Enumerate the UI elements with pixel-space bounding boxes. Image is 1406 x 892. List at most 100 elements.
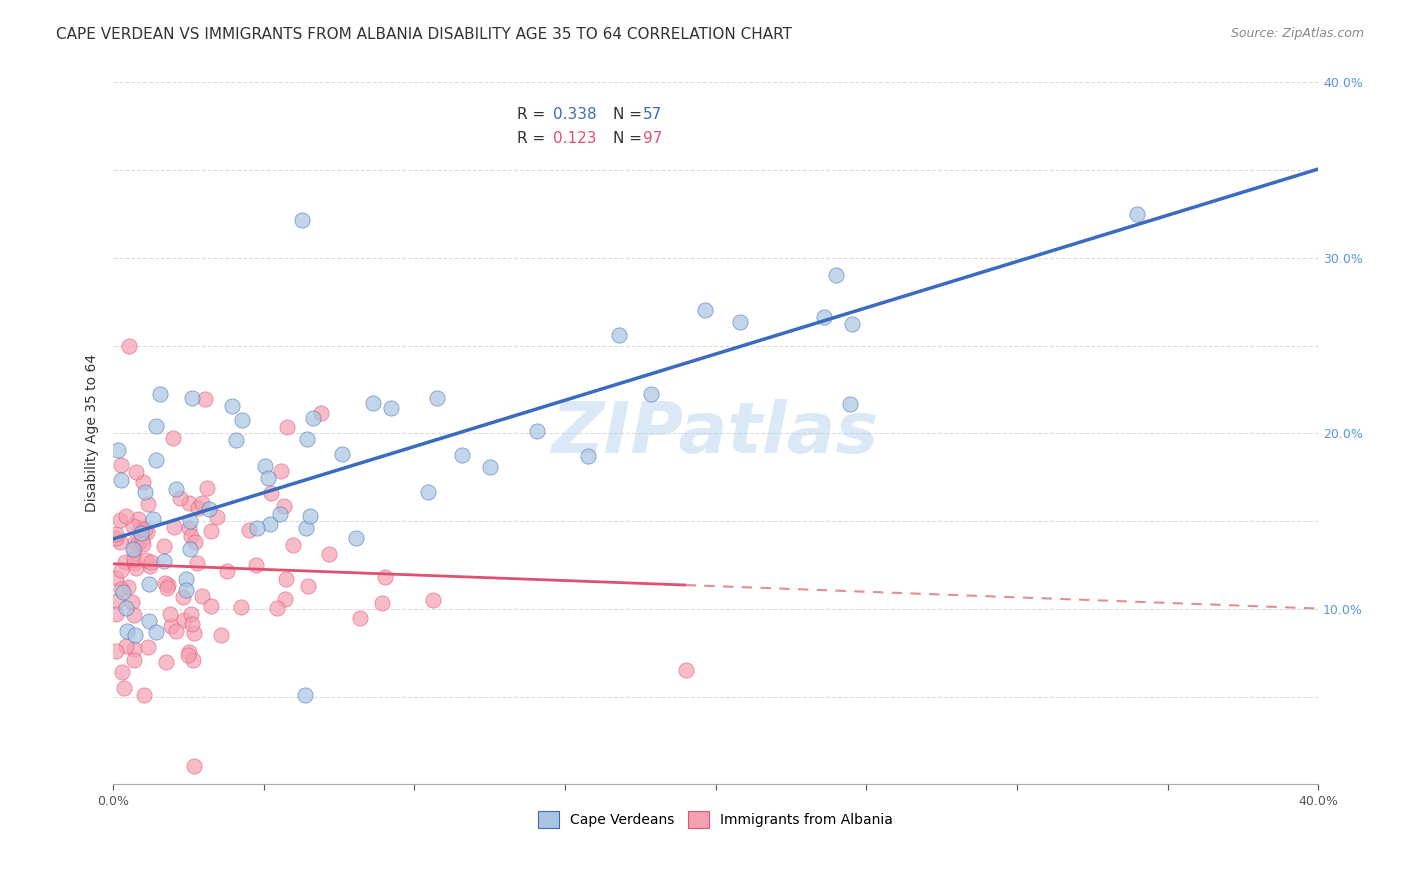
Point <box>108 513 131 527</box>
Point <box>107 442 129 457</box>
Point <box>270 464 292 478</box>
Point <box>825 268 848 283</box>
Point <box>371 596 394 610</box>
Point <box>131 533 153 547</box>
Point <box>136 640 159 655</box>
Point <box>225 433 247 447</box>
Text: 57: 57 <box>644 106 662 121</box>
Point <box>153 576 176 591</box>
Point <box>145 453 167 467</box>
Point <box>127 535 149 549</box>
Point <box>174 582 197 597</box>
Point <box>142 511 165 525</box>
Point <box>134 522 156 536</box>
Point <box>122 653 145 667</box>
Point <box>273 591 295 606</box>
Point <box>276 420 298 434</box>
Point <box>132 537 155 551</box>
Point <box>172 590 194 604</box>
Text: 97: 97 <box>644 131 662 146</box>
Point <box>169 491 191 505</box>
Point <box>177 521 200 535</box>
Point <box>112 585 135 599</box>
Point <box>105 644 128 658</box>
Y-axis label: Disability Age 35 to 64: Disability Age 35 to 64 <box>86 354 100 513</box>
Point <box>209 627 232 641</box>
Point <box>257 471 280 485</box>
Point <box>693 303 716 318</box>
Point <box>121 595 143 609</box>
Point <box>134 484 156 499</box>
Point <box>179 542 201 557</box>
Point <box>361 395 384 409</box>
Point <box>309 407 332 421</box>
Point <box>110 473 132 487</box>
Point <box>221 399 243 413</box>
Point <box>180 607 202 622</box>
Text: 0.338: 0.338 <box>553 106 596 121</box>
Point <box>245 558 267 572</box>
Point <box>195 481 218 495</box>
Point <box>111 665 134 679</box>
Point <box>841 317 863 331</box>
Point <box>422 593 444 607</box>
Point <box>110 563 132 577</box>
Point <box>136 525 159 540</box>
Point <box>122 556 145 570</box>
Point <box>576 449 599 463</box>
Point <box>122 608 145 623</box>
Point <box>177 645 200 659</box>
Point <box>138 614 160 628</box>
Point <box>110 458 132 472</box>
Point <box>260 486 283 500</box>
Point <box>115 509 138 524</box>
Text: N =: N = <box>613 131 647 146</box>
Legend: Cape Verdeans, Immigrants from Albania: Cape Verdeans, Immigrants from Albania <box>533 805 898 834</box>
Point <box>152 554 174 568</box>
Point <box>728 315 751 329</box>
Point <box>173 613 195 627</box>
Point <box>295 432 318 446</box>
Point <box>254 459 277 474</box>
Point <box>139 558 162 573</box>
Point <box>129 520 152 534</box>
Point <box>165 482 187 496</box>
Point <box>155 655 177 669</box>
Point <box>159 607 181 621</box>
Point <box>138 577 160 591</box>
Point <box>127 512 149 526</box>
Point <box>191 496 214 510</box>
Point <box>301 411 323 425</box>
Point <box>380 401 402 416</box>
Point <box>238 524 260 538</box>
Point <box>180 529 202 543</box>
Point <box>349 611 371 625</box>
Point <box>273 500 295 514</box>
Point <box>1126 207 1149 221</box>
Point <box>165 624 187 639</box>
Point <box>190 589 212 603</box>
Point <box>675 663 697 677</box>
Point <box>149 387 172 401</box>
Point <box>105 526 128 541</box>
Point <box>157 578 180 592</box>
Point <box>318 547 340 561</box>
Point <box>294 688 316 702</box>
Point <box>478 460 501 475</box>
Point <box>181 653 204 667</box>
Point <box>526 425 548 439</box>
Point <box>274 572 297 586</box>
Point <box>114 555 136 569</box>
Point <box>177 495 200 509</box>
Point <box>114 601 136 615</box>
Point <box>105 571 128 585</box>
Point <box>299 508 322 523</box>
Point <box>112 681 135 695</box>
Point <box>186 556 208 570</box>
Point <box>183 759 205 773</box>
Point <box>179 514 201 528</box>
Point <box>134 689 156 703</box>
Point <box>217 564 239 578</box>
Point <box>163 520 186 534</box>
Point <box>110 582 132 596</box>
